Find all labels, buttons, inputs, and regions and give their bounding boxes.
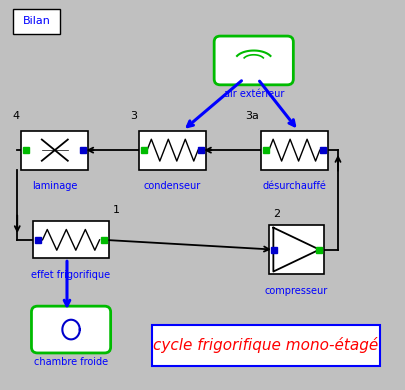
Text: effet frigorifique: effet frigorifique	[32, 270, 110, 280]
FancyBboxPatch shape	[139, 131, 205, 170]
Text: 1: 1	[113, 206, 119, 215]
FancyBboxPatch shape	[214, 36, 292, 85]
Text: compresseur: compresseur	[264, 285, 327, 296]
Text: désurchauffé: désurchauffé	[262, 181, 326, 191]
Text: 3a: 3a	[244, 111, 258, 121]
Text: 4: 4	[12, 111, 19, 121]
Text: 3: 3	[130, 111, 137, 121]
Text: 2: 2	[273, 209, 279, 219]
FancyBboxPatch shape	[260, 131, 327, 170]
FancyBboxPatch shape	[31, 306, 110, 353]
Text: air extérieur: air extérieur	[223, 89, 283, 99]
FancyBboxPatch shape	[13, 9, 60, 34]
FancyBboxPatch shape	[33, 221, 109, 258]
Text: cycle frigorifique mono-étagé: cycle frigorifique mono-étagé	[153, 337, 377, 353]
Text: condenseur: condenseur	[143, 181, 201, 191]
Text: chambre froide: chambre froide	[34, 357, 108, 367]
FancyBboxPatch shape	[21, 131, 88, 170]
FancyBboxPatch shape	[269, 225, 323, 274]
Text: Bilan: Bilan	[23, 16, 50, 27]
Text: laminage: laminage	[32, 181, 77, 191]
FancyBboxPatch shape	[152, 324, 379, 366]
